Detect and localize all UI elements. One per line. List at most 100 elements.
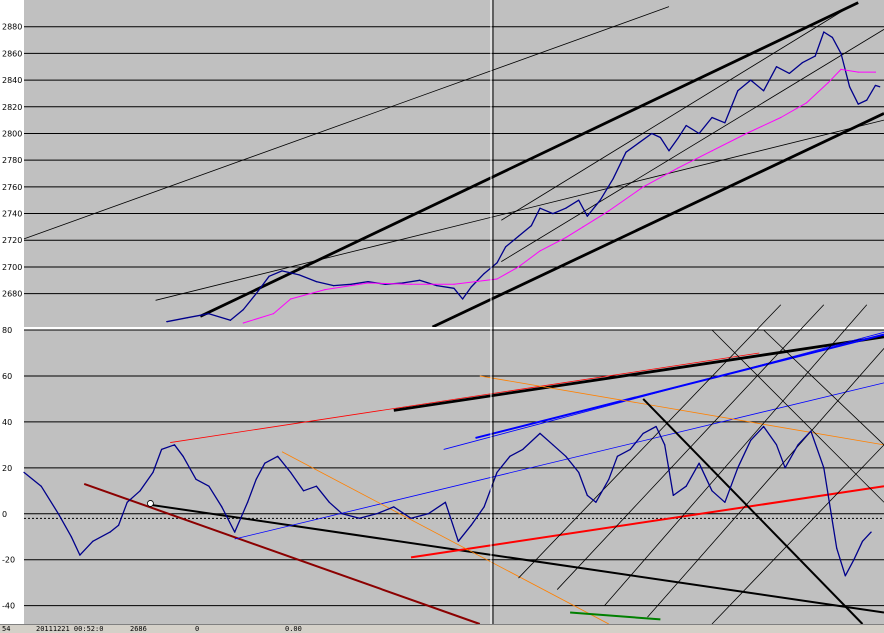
price-point <box>299 274 300 275</box>
oscillator-point <box>656 426 657 427</box>
oscillator-point <box>234 532 235 533</box>
oscillator-point <box>810 430 811 431</box>
price-point <box>866 100 867 101</box>
oscillator-point <box>484 506 485 507</box>
price-point <box>879 86 880 87</box>
oscillator-y-tick-label: 20 <box>2 464 12 473</box>
oscillator-point <box>737 467 738 468</box>
oscillator-point <box>195 479 196 480</box>
oscillator-point <box>845 575 846 576</box>
price-point <box>776 66 777 67</box>
price-point <box>875 85 876 86</box>
moving-average-point <box>780 117 781 118</box>
oscillator-point <box>329 502 330 503</box>
oscillator-point <box>643 433 644 434</box>
price-point <box>256 293 257 294</box>
price-point <box>208 313 209 314</box>
price-point <box>600 200 601 201</box>
oscillator-point <box>208 486 209 487</box>
oscillator-y-tick-label: 60 <box>2 372 12 381</box>
oscillator-y-tick-label: -40 <box>2 602 15 611</box>
oscillator-point <box>256 479 257 480</box>
moving-average-point <box>711 150 712 151</box>
oscillator-point <box>711 490 712 491</box>
oscillator-point <box>552 444 553 445</box>
oscillator-point <box>587 495 588 496</box>
price-point <box>367 281 368 282</box>
oscillator-point <box>871 532 872 533</box>
moving-average-point <box>243 322 244 323</box>
oscillator-point <box>836 548 837 549</box>
price-point <box>578 200 579 201</box>
oscillator-point <box>763 426 764 427</box>
price-panel[interactable]: 2680270027202740276027802800282028402860… <box>2 0 884 327</box>
price-point <box>832 37 833 38</box>
oscillator-point <box>410 518 411 519</box>
oscillator-point <box>376 513 377 514</box>
oscillator-point <box>539 433 540 434</box>
price-point <box>269 276 270 277</box>
price-y-tick-label: 2720 <box>2 236 22 245</box>
oscillator-y-tick-label: 40 <box>2 418 12 427</box>
oscillator-point <box>617 456 618 457</box>
price-point <box>625 152 626 153</box>
oscillator-point <box>221 506 222 507</box>
oscillator-point <box>303 490 304 491</box>
oscillator-point <box>277 456 278 457</box>
anchor-marker[interactable] <box>147 500 153 506</box>
oscillator-point <box>428 513 429 514</box>
oscillator-point <box>823 467 824 468</box>
oscillator-point <box>118 525 119 526</box>
moving-average-point <box>324 289 325 290</box>
price-point <box>763 90 764 91</box>
oscillator-point <box>630 449 631 450</box>
oscillator-point <box>578 472 579 473</box>
price-point <box>711 117 712 118</box>
oscillator-y-tick-label: 0 <box>2 510 7 519</box>
price-point <box>166 321 167 322</box>
price-y-tick-label: 2800 <box>2 129 22 138</box>
price-point <box>677 138 678 139</box>
oscillator-point <box>797 444 798 445</box>
moving-average-point <box>453 284 454 285</box>
oscillator-point <box>776 444 777 445</box>
moving-average-point <box>290 298 291 299</box>
price-point <box>316 281 317 282</box>
price-y-tick-label: 2740 <box>2 210 22 219</box>
price-point <box>789 73 790 74</box>
moving-average-point <box>840 69 841 70</box>
oscillator-point <box>471 525 472 526</box>
price-point <box>802 62 803 63</box>
oscillator-point <box>750 440 751 441</box>
oscillator-point <box>264 463 265 464</box>
price-point <box>496 262 497 263</box>
oscillator-point <box>359 518 360 519</box>
price-point <box>651 133 652 134</box>
price-point <box>402 282 403 283</box>
oscillator-point <box>316 486 317 487</box>
moving-average-point <box>496 278 497 279</box>
price-point <box>531 225 532 226</box>
oscillator-point <box>290 472 291 473</box>
price-y-tick-label: 2820 <box>2 103 22 112</box>
price-point <box>518 236 519 237</box>
moving-average-point <box>677 168 678 169</box>
price-y-tick-label: 2860 <box>2 49 22 58</box>
price-point <box>849 86 850 87</box>
price-point <box>699 133 700 134</box>
oscillator-point <box>92 541 93 542</box>
moving-average-point <box>518 266 519 267</box>
price-point <box>230 320 231 321</box>
price-point <box>281 270 282 271</box>
price-y-tick-label: 2760 <box>2 183 22 192</box>
price-y-tick-label: 2700 <box>2 263 22 272</box>
oscillator-point <box>342 513 343 514</box>
price-point <box>552 213 553 214</box>
oscillator-point <box>109 532 110 533</box>
oscillator-point <box>174 444 175 445</box>
moving-average-point <box>539 250 540 251</box>
price-point <box>539 208 540 209</box>
oscillator-point <box>127 502 128 503</box>
